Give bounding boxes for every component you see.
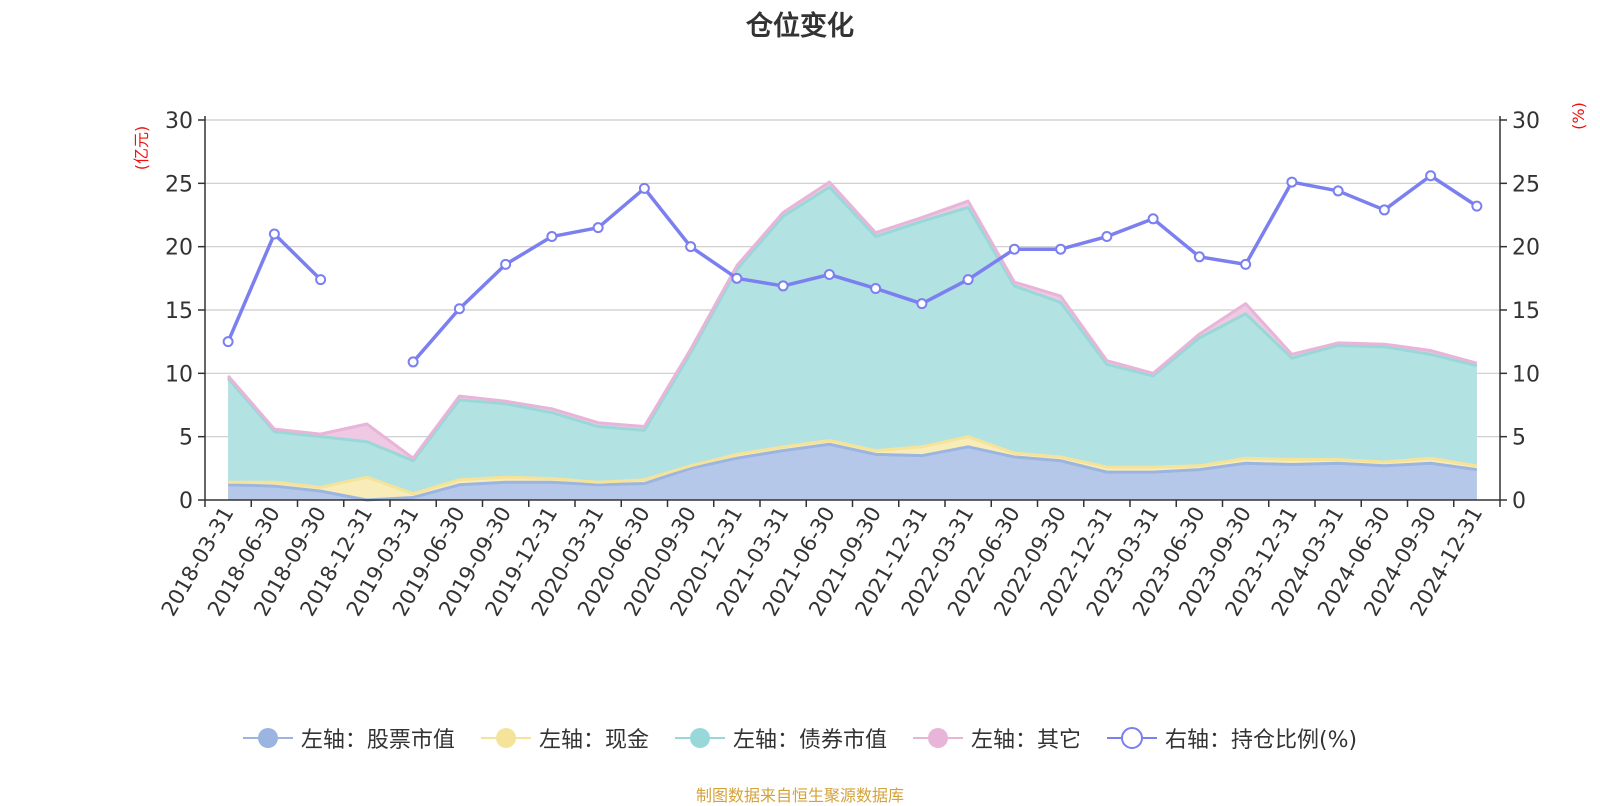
ratio-point-10 [685,241,697,253]
ratio-point-1 [268,228,280,240]
right-axis-unit-label: (%) [1569,102,1588,130]
right-ytick-label-4: 20 [1512,236,1540,261]
area-stock [228,444,1477,500]
ratio-point-27 [1471,200,1483,212]
right-ytick-label-3: 15 [1512,299,1540,324]
ratio-point-2 [315,274,327,286]
area-line-cash [228,435,1478,496]
ratio-point-11 [731,272,743,284]
ratio-point-21 [1193,251,1205,263]
left-ytick-label-2: 10 [165,362,193,387]
ratio-line-segment-0 [226,232,322,343]
left-ytick-label-6: 30 [165,109,193,134]
legend-bond-label: 左轴：债券市值 [732,728,887,753]
right-ytick-label-1: 5 [1512,426,1526,451]
legend-item-other[interactable]: 左轴：其它 [912,722,1081,754]
right-ytick-label-6: 30 [1512,109,1540,134]
ratio-point-25 [1378,204,1390,216]
data-source-note: 制图数据来自恒生聚源数据库 [695,786,904,805]
legend-item-ratio[interactable]: 右轴：持仓比例(%) [1106,722,1358,754]
ratio-point-14 [870,282,882,294]
legend-item-cash[interactable]: 左轴：现金 [480,722,649,754]
legend-bond-icon [674,728,725,748]
ratio-point-4 [407,356,419,368]
area-line-bond [226,185,1478,463]
right-ytick-label-0: 0 [1512,489,1526,514]
ratio-point-18 [1055,243,1067,255]
left-ytick-label-1: 5 [179,426,193,451]
ratio-point-8 [592,222,604,234]
chart-title: 仓位变化 [746,11,854,42]
ratio-point-23 [1286,176,1298,188]
ratio-point-15 [916,298,928,310]
ratio-point-6 [500,258,512,270]
legend-other-label: 左轴：其它 [970,728,1081,753]
ratio-point-19 [1101,231,1113,243]
ratio-point-13 [823,269,835,281]
left-ytick-label-5: 25 [165,172,193,197]
ratio-point-17 [1008,243,1020,255]
legend-item-stock[interactable]: 左轴：股票市值 [242,722,455,754]
right-ytick-label-2: 10 [1512,362,1540,387]
legend-item-bond[interactable]: 左轴：债券市值 [674,722,887,754]
legend-cash-icon [480,728,531,748]
area-bond [228,187,1477,500]
ratio-point-24 [1332,185,1344,197]
ratio-point-22 [1240,258,1252,270]
legend-ratio-icon [1106,727,1157,749]
ratio-point-20 [1147,213,1159,225]
left-axis-unit-label: (亿元) [132,126,151,171]
legend: 左轴：股票市值 左轴：现金 左轴：债券市值 左轴：其它 右轴：持仓比例(%) [0,722,1600,754]
ratio-line-segment-1 [411,173,1478,364]
right-ytick-label-5: 25 [1512,172,1540,197]
ratio-point-16 [962,274,974,286]
left-ytick-label-0: 0 [179,489,193,514]
ratio-point-5 [453,303,465,315]
legend-other-icon [912,728,963,748]
ratio-point-7 [546,231,558,243]
legend-stock-icon [242,728,293,748]
legend-cash-label: 左轴：现金 [538,728,649,753]
ratio-point-0 [222,336,234,348]
ratio-point-9 [638,182,650,194]
legend-ratio-label: 右轴：持仓比例(%) [1164,728,1358,753]
area-line-other [226,180,1478,460]
ratio-point-26 [1425,170,1437,182]
left-ytick-label-4: 20 [165,236,193,261]
legend-stock-label: 左轴：股票市值 [300,728,455,753]
left-ytick-label-3: 15 [165,299,193,324]
ratio-point-12 [777,280,789,292]
area-line-stock [228,442,1478,502]
